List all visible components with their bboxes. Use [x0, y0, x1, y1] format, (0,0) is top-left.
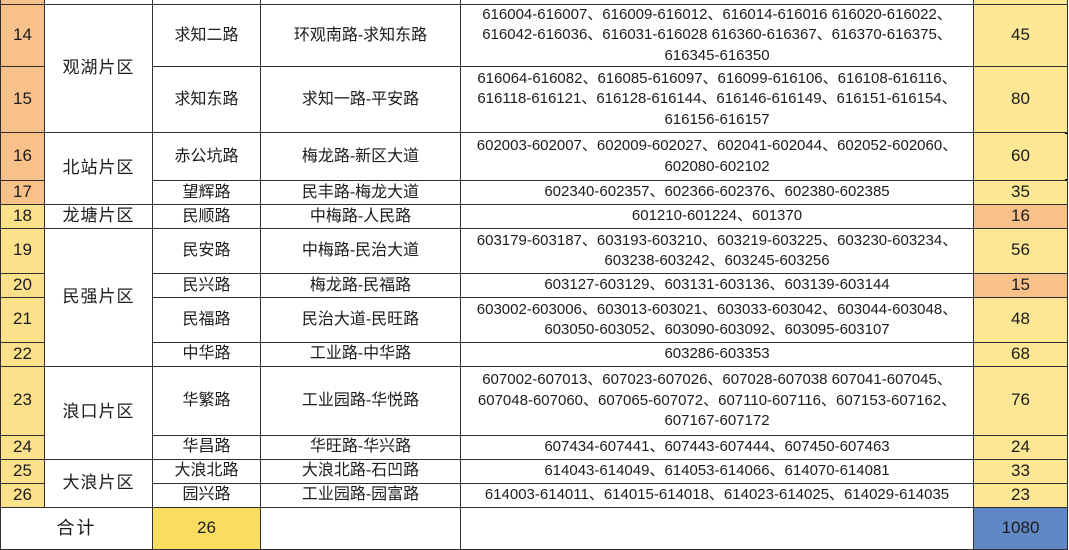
range-cell[interactable]: 民治大道-民旺路 [260, 296, 461, 343]
count-cell[interactable]: 68 [973, 341, 1068, 367]
codes-cell[interactable]: 603127-603129、603131-603136、603139-60314… [460, 272, 974, 298]
road-cell[interactable]: 望辉路 [152, 180, 261, 205]
range-cell[interactable]: 梅龙路-民福路 [260, 272, 461, 298]
table-row: 23 浪口片区 华繁路 工业园路-华悦路 607002-607013、60702… [0, 365, 1068, 460]
range-cell[interactable]: 华旺路-华兴路 [260, 434, 461, 460]
codes-cell[interactable]: 602340-602357、602366-602376、602380-60238… [460, 180, 974, 205]
road-cell[interactable]: 中华路 [152, 341, 261, 367]
row-number-cell[interactable]: 22 [0, 341, 45, 367]
grand-total-cell[interactable]: 1080 [973, 506, 1068, 550]
codes-cell[interactable]: 607434-607441、607443-607444、607450-60746… [460, 434, 974, 460]
count-cell[interactable]: 23 [973, 482, 1068, 508]
road-cell[interactable]: 华昌路 [152, 434, 261, 460]
count-cell[interactable]: 33 [973, 458, 1068, 484]
empty-cell[interactable] [260, 506, 461, 550]
row-number-cell[interactable]: 20 [0, 272, 45, 298]
count-cell[interactable]: 15 [973, 272, 1068, 298]
road-cell[interactable]: 民安路 [152, 227, 261, 274]
empty-cell[interactable] [460, 506, 974, 550]
row-number-cell[interactable]: 26 [0, 482, 45, 508]
totals-row: 合计 26 1080 [0, 506, 1068, 550]
count-cell[interactable]: 35 [973, 180, 1068, 205]
row-number-cell[interactable]: 21 [0, 296, 45, 343]
road-cell[interactable]: 民福路 [152, 296, 261, 343]
codes-cell[interactable]: 616064-616082、616085-616097、616099-61610… [460, 66, 974, 133]
road-cell[interactable]: 园兴路 [152, 482, 261, 508]
codes-cell[interactable]: 602003-602007、602009-602027、602041-60204… [460, 132, 974, 181]
codes-cell[interactable]: 603002-603006、603013-603021、603033-60304… [460, 296, 974, 343]
range-cell[interactable]: 梅龙路-新区大道 [260, 132, 461, 181]
road-cell[interactable]: 赤公坑路 [152, 132, 261, 181]
count-cell[interactable]: 76 [973, 365, 1068, 436]
table-row: 18 龙塘片区 民顺路 中梅路-人民路 601210-601224、601370… [0, 203, 1068, 229]
table-row: 20 民兴路 梅龙路-民福路 603127-603129、603131-6031… [0, 272, 1068, 298]
codes-cell[interactable]: 603286-603353 [460, 341, 974, 367]
road-cell[interactable]: 民兴路 [152, 272, 261, 298]
road-cell[interactable]: 求知东路 [152, 66, 261, 133]
district-cell[interactable]: 民强片区 [44, 227, 153, 367]
range-cell[interactable]: 工业路-中华路 [260, 341, 461, 367]
district-cell[interactable]: 龙塘片区 [44, 203, 153, 229]
range-cell[interactable]: 求知一路-平安路 [260, 66, 461, 133]
table-row: 15 求知东路 求知一路-平安路 616064-616082、616085-61… [0, 66, 1068, 133]
codes-cell[interactable]: 616004-616007、616009-616012、616014-61601… [460, 4, 974, 67]
codes-cell[interactable]: 603179-603187、603193-603210、603219-60322… [460, 227, 974, 274]
codes-cell[interactable]: 614003-614011、614015-614018、614023-61402… [460, 482, 974, 508]
district-cell[interactable]: 大浪片区 [44, 458, 153, 508]
road-cell[interactable]: 民顺路 [152, 203, 261, 229]
road-cell[interactable]: 大浪北路 [152, 458, 261, 484]
range-cell[interactable]: 民丰路-梅龙大道 [260, 180, 461, 205]
table-row: 21 民福路 民治大道-民旺路 603002-603006、603013-603… [0, 296, 1068, 343]
row-number-cell[interactable]: 17 [0, 180, 45, 205]
row-number-cell[interactable]: 23 [0, 365, 45, 436]
table-row: 25 大浪片区 大浪北路 大浪北路-石凹路 614043-614049、6140… [0, 458, 1068, 508]
codes-cell[interactable]: 614043-614049、614053-614066、614070-61408… [460, 458, 974, 484]
range-cell[interactable]: 中梅路-民治大道 [260, 227, 461, 274]
row-number-cell[interactable]: 18 [0, 203, 45, 229]
range-cell[interactable]: 环观南路-求知东路 [260, 4, 461, 67]
count-cell[interactable]: 48 [973, 296, 1068, 343]
codes-cell[interactable]: 601210-601224、601370 [460, 203, 974, 229]
table-row: 26 园兴路 工业园路-园富路 614003-614011、614015-614… [0, 482, 1068, 508]
totals-label-cell[interactable]: 合计 [0, 506, 153, 550]
range-cell[interactable]: 工业园路-园富路 [260, 482, 461, 508]
row-number-cell[interactable]: 25 [0, 458, 45, 484]
table-row: 16 北站片区 赤公坑路 梅龙路-新区大道 602003-602007、6020… [0, 132, 1068, 205]
table-row: 22 中华路 工业路-中华路 603286-603353 68 [0, 341, 1068, 367]
row-number-cell[interactable]: 16 [0, 132, 45, 181]
district-cell[interactable]: 浪口片区 [44, 365, 153, 460]
codes-cell[interactable]: 607002-607013、607023-607026、607028-60703… [460, 365, 974, 436]
count-cell[interactable]: 56 [973, 227, 1068, 274]
row-number-cell[interactable]: 19 [0, 227, 45, 274]
road-total-cell[interactable]: 26 [152, 506, 261, 550]
road-cell[interactable]: 求知二路 [152, 4, 261, 67]
table-row: 19 民强片区 民安路 中梅路-民治大道 603179-603187、60319… [0, 227, 1068, 367]
range-cell[interactable]: 中梅路-人民路 [260, 203, 461, 229]
row-number-cell[interactable]: 24 [0, 434, 45, 460]
range-cell[interactable]: 大浪北路-石凹路 [260, 458, 461, 484]
count-cell-selected[interactable]: 60 [973, 132, 1068, 181]
district-cell[interactable]: 观湖片区 [44, 4, 153, 133]
table-row: 24 华昌路 华旺路-华兴路 607434-607441、607443-6074… [0, 434, 1068, 460]
table-row: 14 观湖片区 求知二路 环观南路-求知东路 616004-616007、616… [0, 4, 1068, 133]
count-cell[interactable]: 45 [973, 4, 1068, 67]
row-number-cell[interactable]: 15 [0, 66, 45, 133]
road-cell[interactable]: 华繁路 [152, 365, 261, 436]
count-cell[interactable]: 16 [973, 203, 1068, 229]
count-cell[interactable]: 80 [973, 66, 1068, 133]
count-cell[interactable]: 24 [973, 434, 1068, 460]
table-row: 17 望辉路 民丰路-梅龙大道 602340-602357、602366-602… [0, 180, 1068, 205]
row-number-cell[interactable]: 14 [0, 4, 45, 67]
range-cell[interactable]: 工业园路-华悦路 [260, 365, 461, 436]
district-cell[interactable]: 北站片区 [44, 132, 153, 205]
